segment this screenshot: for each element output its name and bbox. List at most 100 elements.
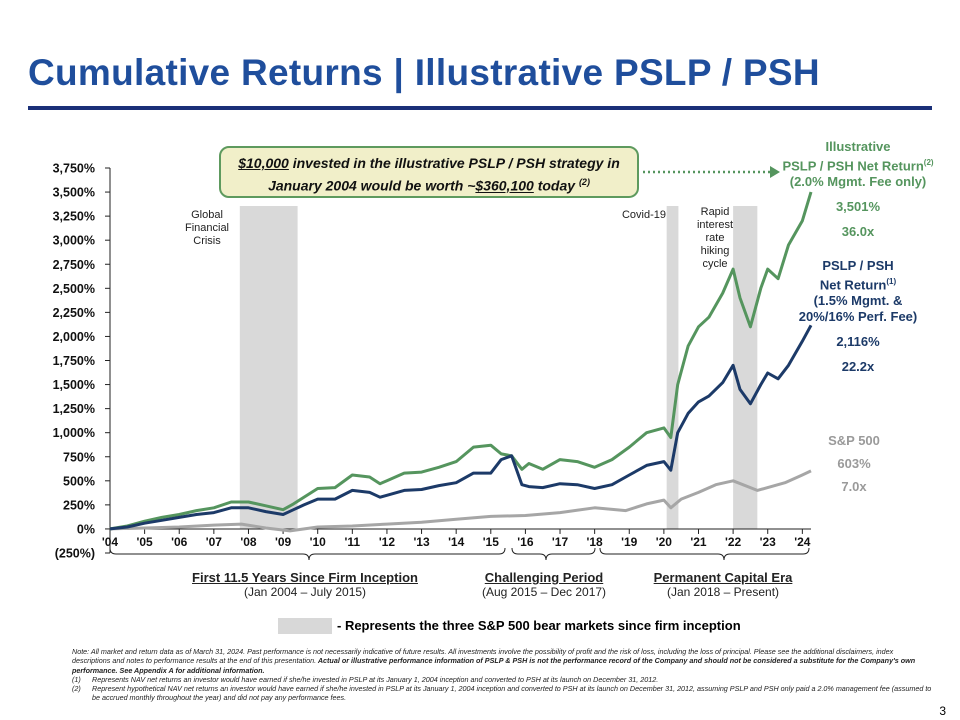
callout-arrow — [643, 166, 780, 178]
shaded-period-2 — [733, 206, 758, 529]
x-tick-label: '16 — [517, 535, 534, 549]
pslp-legend: PSLP / PSH Net Return(1) (1.5% Mgmt. & 2… — [776, 258, 940, 375]
x-tick-label: '06 — [171, 535, 188, 549]
y-tick-label: (250%) — [55, 547, 95, 561]
callout-text-3: today — [533, 177, 579, 194]
y-tick-label: 250% — [63, 498, 95, 512]
footnote-1-num: (1) — [72, 674, 81, 684]
investment-callout: $10,000 invested in the illustrative PSL… — [219, 146, 639, 198]
bear-market-shading — [239, 206, 758, 529]
x-tick-label: '15 — [483, 535, 500, 549]
callout-value: $360,100 — [475, 177, 534, 194]
x-tick-label: '13 — [413, 535, 430, 549]
footnote-main-text: Note: All market and return data as of M… — [72, 647, 894, 666]
sp500-legend: S&P 500 603% 7.0x — [800, 433, 908, 495]
illustrative-sup: (2) — [923, 158, 934, 167]
period-brackets — [109, 547, 810, 561]
callout-ref: (2) — [578, 177, 590, 187]
illustrative-legend: Illustrative PSLP / PSH Net Return(2) (2… — [770, 139, 946, 240]
callout-amount: $10,000 — [238, 155, 289, 171]
x-tick-label: '18 — [587, 535, 604, 549]
x-tick-label: '07 — [206, 535, 223, 549]
illustrative-mult: 36.0x — [841, 224, 875, 240]
y-tick-label: 1,500% — [53, 378, 95, 392]
shaded-period-1 — [666, 206, 679, 529]
illustrative-line2: PSLP / PSH Net Return — [782, 158, 924, 174]
x-tick-label: '08 — [240, 535, 257, 549]
pslp-line4: 20%/16% Perf. Fee) — [798, 309, 918, 325]
bear-market-swatch — [278, 618, 332, 634]
callout-text-1: invested in the illustrative PSLP / PSH … — [288, 155, 620, 171]
x-tick-label: '21 — [690, 535, 707, 549]
illustrative-line3: (2.0% Mgmt. Fee only) — [789, 174, 927, 190]
y-tick-label: 3,250% — [53, 210, 95, 224]
x-tick-label: '12 — [379, 535, 396, 549]
y-tick-label: 1,750% — [53, 354, 95, 368]
page-title: Cumulative Returns | Illustrative PSLP /… — [28, 52, 820, 93]
footnote-main-bold: Actual or illustrative performance infor… — [72, 656, 916, 675]
x-tick-label: '04 — [102, 535, 119, 549]
period-3-sub: (Jan 2018 – Present) — [666, 585, 780, 599]
x-tick-label: '10 — [310, 535, 327, 549]
pslp-line3: (1.5% Mgmt. & — [813, 293, 903, 309]
x-tick-label: '17 — [552, 535, 569, 549]
footnote-2-num: (2) — [72, 684, 81, 694]
y-tick-label: 1,250% — [53, 402, 95, 416]
period-2: Challenging Period (Aug 2015 – Dec 2017) — [466, 570, 622, 599]
y-tick-label: 0% — [77, 522, 95, 536]
y-tick-label: 3,500% — [53, 186, 95, 200]
pslp-pct: 2,116% — [836, 334, 880, 350]
period-2-sub: (Aug 2015 – Dec 2017) — [481, 585, 607, 599]
callout-text-2: January 2004 would be worth ~ — [268, 177, 476, 194]
x-tick-label: '09 — [275, 535, 292, 549]
period-1: First 11.5 Years Since Firm Inception (J… — [180, 570, 430, 599]
x-tick-label: '05 — [137, 535, 154, 549]
x-tick-label: '24 — [794, 535, 811, 549]
y-tick-label: 2,250% — [53, 306, 95, 320]
bear-market-label: - Represents the three S&P 500 bear mark… — [337, 618, 741, 633]
title-rule — [28, 106, 932, 110]
period-3: Permanent Capital Era (Jan 2018 – Presen… — [638, 570, 808, 599]
y-tick-label: 3,750% — [53, 162, 95, 176]
pslp-sup: (1) — [886, 277, 897, 286]
pslp-mult: 22.2x — [841, 359, 875, 375]
sp500-line1: S&P 500 — [828, 433, 880, 448]
footnote-main: Note: All market and return data as of M… — [72, 647, 932, 675]
sp500-pct: 603% — [837, 456, 871, 471]
x-tick-label: '20 — [656, 535, 673, 549]
y-tick-label: 500% — [63, 474, 95, 488]
illustrative-pct: 3,501% — [835, 199, 881, 215]
y-tick-label: 3,000% — [53, 234, 95, 248]
footnote-1: (1) Represents NAV net returns an investo… — [72, 675, 932, 684]
y-tick-label: 2,750% — [53, 258, 95, 272]
x-tick-label: '11 — [345, 535, 361, 549]
series-line-1 — [109, 324, 813, 531]
pslp-line1: PSLP / PSH — [822, 258, 894, 273]
page-number: 3 — [939, 704, 946, 718]
period-1-sub: (Jan 2004 – July 2015) — [243, 585, 367, 599]
footnote-2: (2) Represent hypothetical NAV net return… — [72, 684, 932, 703]
x-tick-label: '19 — [621, 535, 638, 549]
y-tick-label: 2,500% — [53, 282, 95, 296]
period-1-title: First 11.5 Years Since Firm Inception — [192, 570, 418, 585]
period-2-title: Challenging Period — [484, 570, 604, 585]
annotation-gfc: Global Financial Crisis — [184, 209, 230, 247]
x-tick-label: '22 — [725, 535, 742, 549]
sp500-mult: 7.0x — [841, 479, 867, 494]
y-tick-label: 750% — [63, 450, 95, 464]
annotation-rate-hiking: Rapid interest rate hiking cycle — [696, 206, 734, 270]
series-line-0 — [109, 191, 813, 531]
y-tick-label: 2,000% — [53, 330, 95, 344]
period-3-title: Permanent Capital Era — [653, 570, 793, 585]
y-tick-label: 1,000% — [53, 426, 95, 440]
chart-axes: 3,750% 3,500% 3,250% 3,000% 2,750% 2,500% 2,25… — [53, 162, 811, 561]
x-tick-label: '23 — [760, 535, 777, 549]
chart-series — [109, 191, 813, 533]
shaded-period-0 — [239, 206, 298, 529]
annotation-covid: Covid-19 — [621, 209, 667, 221]
illustrative-line1: Illustrative — [825, 139, 891, 154]
pslp-line2: Net Return — [819, 277, 887, 293]
footnote-1-text: Represents NAV net returns an investor w… — [92, 674, 659, 684]
x-tick-label: '14 — [448, 535, 465, 549]
